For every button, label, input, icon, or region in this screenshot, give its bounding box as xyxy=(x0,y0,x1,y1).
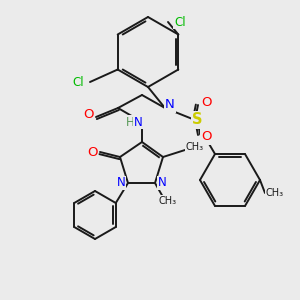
Text: CH₃: CH₃ xyxy=(159,196,177,206)
Text: CH₃: CH₃ xyxy=(186,142,204,152)
Text: Cl: Cl xyxy=(72,76,84,88)
Text: O: O xyxy=(201,97,211,110)
Text: N: N xyxy=(165,98,175,112)
Text: CH₃: CH₃ xyxy=(266,188,284,198)
Text: O: O xyxy=(83,109,93,122)
Text: S: S xyxy=(192,112,202,128)
Text: O: O xyxy=(201,130,211,143)
Text: H: H xyxy=(126,116,134,128)
Text: O: O xyxy=(87,146,97,158)
Text: N: N xyxy=(134,116,142,128)
Text: N: N xyxy=(158,176,166,190)
Text: N: N xyxy=(117,176,125,190)
Text: Cl: Cl xyxy=(174,16,186,28)
